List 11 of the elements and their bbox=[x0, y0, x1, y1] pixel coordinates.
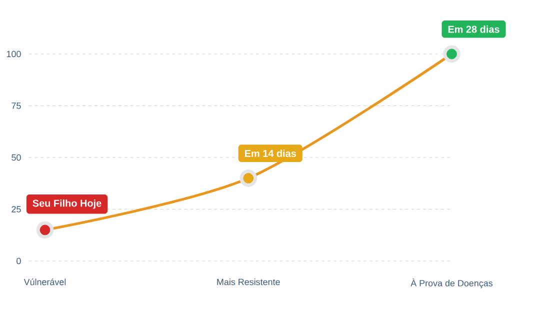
annotation: Em 14 dias bbox=[245, 150, 296, 157]
y-tick-label: 50 bbox=[12, 154, 21, 161]
y-tick-label: 100 bbox=[6, 50, 21, 58]
annotation: Seu Filho Hoje bbox=[32, 199, 102, 209]
x-tick-label: Vúlnerável bbox=[24, 278, 66, 286]
x-tick-label: À Prova de Doenças bbox=[410, 278, 493, 288]
y-tick-label: 0 bbox=[16, 258, 21, 264]
y-tick-label: 25 bbox=[12, 206, 21, 212]
annotation: Em 28 dias bbox=[448, 25, 500, 33]
y-tick-label: 75 bbox=[12, 102, 21, 109]
x-tick-label: Mais Resistente bbox=[217, 278, 280, 286]
